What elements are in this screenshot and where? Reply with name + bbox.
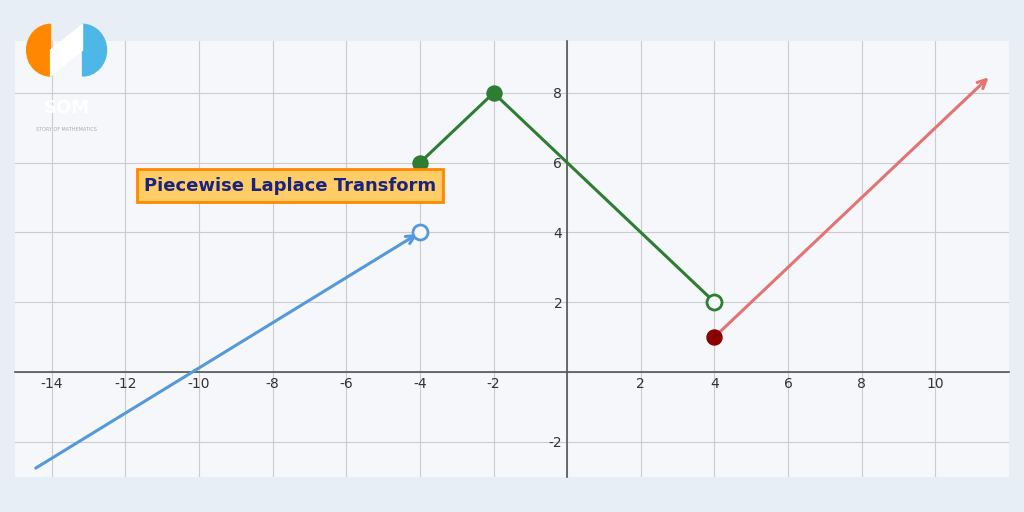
Wedge shape xyxy=(83,25,106,76)
Polygon shape xyxy=(50,25,83,50)
Polygon shape xyxy=(50,50,83,76)
Text: SOM: SOM xyxy=(43,98,90,117)
Text: STORY OF MATHEMATICS: STORY OF MATHEMATICS xyxy=(36,126,97,132)
Text: Piecewise Laplace Transform: Piecewise Laplace Transform xyxy=(143,177,436,195)
Wedge shape xyxy=(27,25,50,76)
